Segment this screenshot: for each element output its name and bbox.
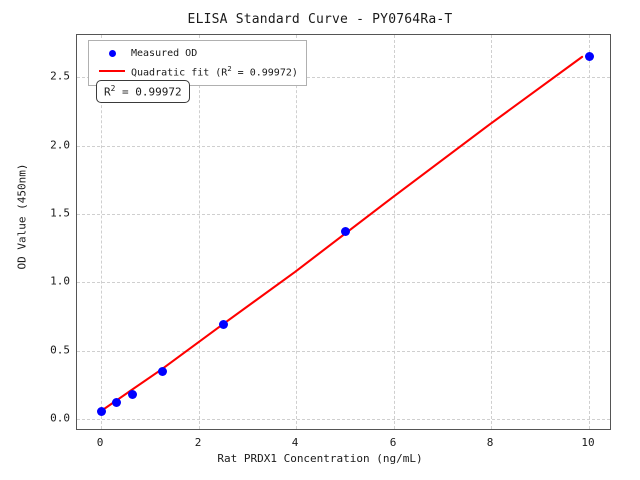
y-tick-label: 1.5 (50, 206, 70, 220)
x-axis-tick (296, 429, 297, 430)
data-point (96, 406, 106, 416)
r-squared-suffix: = 0.99972 (115, 85, 182, 99)
x-axis-tick (491, 429, 492, 430)
data-point (127, 389, 137, 399)
legend-label-quadratic-fit: Quadratic fit (R2 = 0.99972) (129, 61, 298, 80)
y-tick-label: 0.0 (50, 411, 70, 425)
gridline-vertical (296, 35, 297, 429)
legend-fit-prefix: Quadratic fit (R (131, 67, 228, 79)
x-tick-label: 2 (194, 436, 202, 449)
data-point (218, 319, 228, 329)
x-axis-tick (589, 429, 590, 430)
x-axis-tick (101, 429, 102, 430)
data-point (340, 226, 350, 236)
y-axis-tick (76, 146, 77, 147)
y-tick-label: 0.5 (50, 343, 70, 357)
gridline-vertical (199, 35, 200, 429)
r-squared-annotation: R2 = 0.99972 (96, 80, 190, 103)
x-tick-label: 4 (291, 436, 299, 449)
x-axis-tick (199, 429, 200, 430)
y-axis-tick (76, 351, 77, 352)
gridline-vertical (589, 35, 590, 429)
legend-entry-quadratic-fit: Quadratic fit (R2 = 0.99972) (95, 61, 298, 80)
r-squared-prefix: R (104, 85, 111, 99)
gridline-horizontal (77, 214, 610, 215)
y-tick-label: 2.0 (50, 138, 70, 152)
x-tick-label: 10 (581, 436, 595, 449)
x-axis-tick (394, 429, 395, 430)
gridline-horizontal (77, 282, 610, 283)
x-axis-label: Rat PRDX1 Concentration (ng/mL) (217, 452, 423, 465)
y-tick-label: 1.0 (50, 274, 70, 288)
legend-label-measured-od: Measured OD (131, 48, 198, 59)
y-axis-tick (76, 77, 77, 78)
gridline-vertical (394, 35, 395, 429)
legend-fit-suffix: = 0.99972) (231, 67, 298, 79)
page-title: ELISA Standard Curve - PY0764Ra-T (187, 12, 453, 27)
x-tick-label: 0 (96, 436, 104, 449)
y-axis-tick (76, 419, 77, 420)
gridline-horizontal (77, 351, 610, 352)
data-point (111, 397, 121, 407)
y-axis-tick (76, 214, 77, 215)
legend-line-marker-icon (95, 69, 129, 72)
gridline-horizontal (77, 146, 610, 147)
gridline-vertical (491, 35, 492, 429)
gridline-horizontal (77, 419, 610, 420)
legend-dot-marker-icon (95, 50, 129, 57)
y-axis-tick (76, 282, 77, 283)
data-point (157, 366, 167, 376)
data-point (584, 51, 594, 61)
x-tick-label: 8 (486, 436, 494, 449)
x-tick-label: 6 (389, 436, 397, 449)
legend-entry-measured-od: Measured OD (95, 46, 298, 61)
y-tick-label: 2.5 (50, 69, 70, 83)
